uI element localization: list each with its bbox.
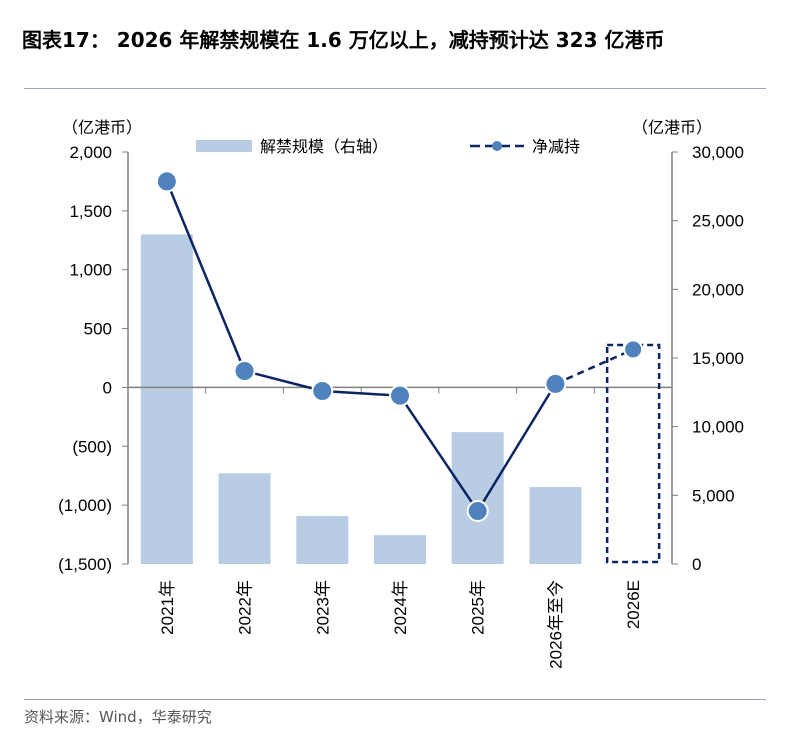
right-tick-label: 10,000 bbox=[692, 418, 744, 437]
legend-bar-swatch bbox=[196, 140, 252, 152]
right-tick-label: 15,000 bbox=[692, 349, 744, 368]
bar-2021年 bbox=[140, 234, 193, 564]
top-divider bbox=[24, 88, 766, 89]
left-tick-label: (1,500) bbox=[58, 555, 112, 574]
plot-area: (1,500) (1,000) (500) 0 500 1,000 1,500 2,000 0 5… bbox=[58, 143, 744, 669]
legend-bar-label: 解禁规模（右轴） bbox=[260, 138, 388, 156]
net-reduction-line-forecast bbox=[554, 348, 634, 386]
line-point-2025年 bbox=[466, 500, 489, 523]
left-tick-label: (1,000) bbox=[58, 496, 112, 515]
left-tick-label: (500) bbox=[72, 437, 112, 456]
right-tick-label: 5,000 bbox=[692, 486, 735, 505]
category-label: 2022年 bbox=[236, 580, 255, 635]
legend-line-label: 净减持 bbox=[532, 138, 580, 156]
line-point-2026年至今 bbox=[544, 372, 567, 395]
net-reduction-line bbox=[165, 180, 557, 514]
bar-2024年 bbox=[374, 535, 426, 564]
left-tick-label: 1,000 bbox=[69, 261, 112, 280]
line-point-2023年 bbox=[311, 379, 334, 402]
legend: 解禁规模（右轴） 净减持 bbox=[196, 138, 580, 156]
legend-line-marker bbox=[492, 141, 502, 151]
bar-2022年 bbox=[218, 473, 271, 564]
line-point-2026E bbox=[623, 339, 644, 360]
right-tick-label: 20,000 bbox=[692, 280, 744, 299]
line-point-2021年 bbox=[155, 170, 178, 193]
right-tick-label: 25,000 bbox=[692, 212, 744, 231]
line-point-2022年 bbox=[233, 359, 256, 382]
bottom-divider bbox=[24, 699, 766, 700]
line-point-2024年 bbox=[389, 384, 411, 407]
estimate-highlight-box bbox=[605, 343, 661, 564]
chart-title: 图表17： 2026 年解禁规模在 1.6 万亿以上，减持预计达 323 亿港币 bbox=[22, 28, 665, 52]
right-axis-unit: （亿港币） bbox=[632, 119, 712, 137]
left-tick-label: 500 bbox=[84, 320, 112, 339]
bar-2026年至今 bbox=[529, 487, 582, 564]
category-label: 2025年 bbox=[469, 580, 488, 635]
left-tick-label: 2,000 bbox=[69, 143, 112, 162]
bar-2023年 bbox=[296, 515, 349, 564]
left-axis-unit: （亿港币） bbox=[62, 119, 142, 137]
source-note: 资料来源：Wind，华泰研究 bbox=[24, 708, 212, 726]
right-tick-label: 30,000 bbox=[692, 143, 744, 162]
category-label: 2026E bbox=[624, 580, 643, 629]
left-tick-label: 1,500 bbox=[69, 202, 112, 221]
category-label: 2026年至今 bbox=[546, 580, 565, 669]
right-tick-label: 0 bbox=[692, 555, 701, 574]
category-label: 2021年 bbox=[158, 580, 177, 635]
left-tick-label: 0 bbox=[103, 378, 112, 397]
category-label: 2023年 bbox=[313, 580, 332, 635]
category-label: 2024年 bbox=[391, 580, 410, 635]
bar-2025年 bbox=[451, 432, 504, 564]
